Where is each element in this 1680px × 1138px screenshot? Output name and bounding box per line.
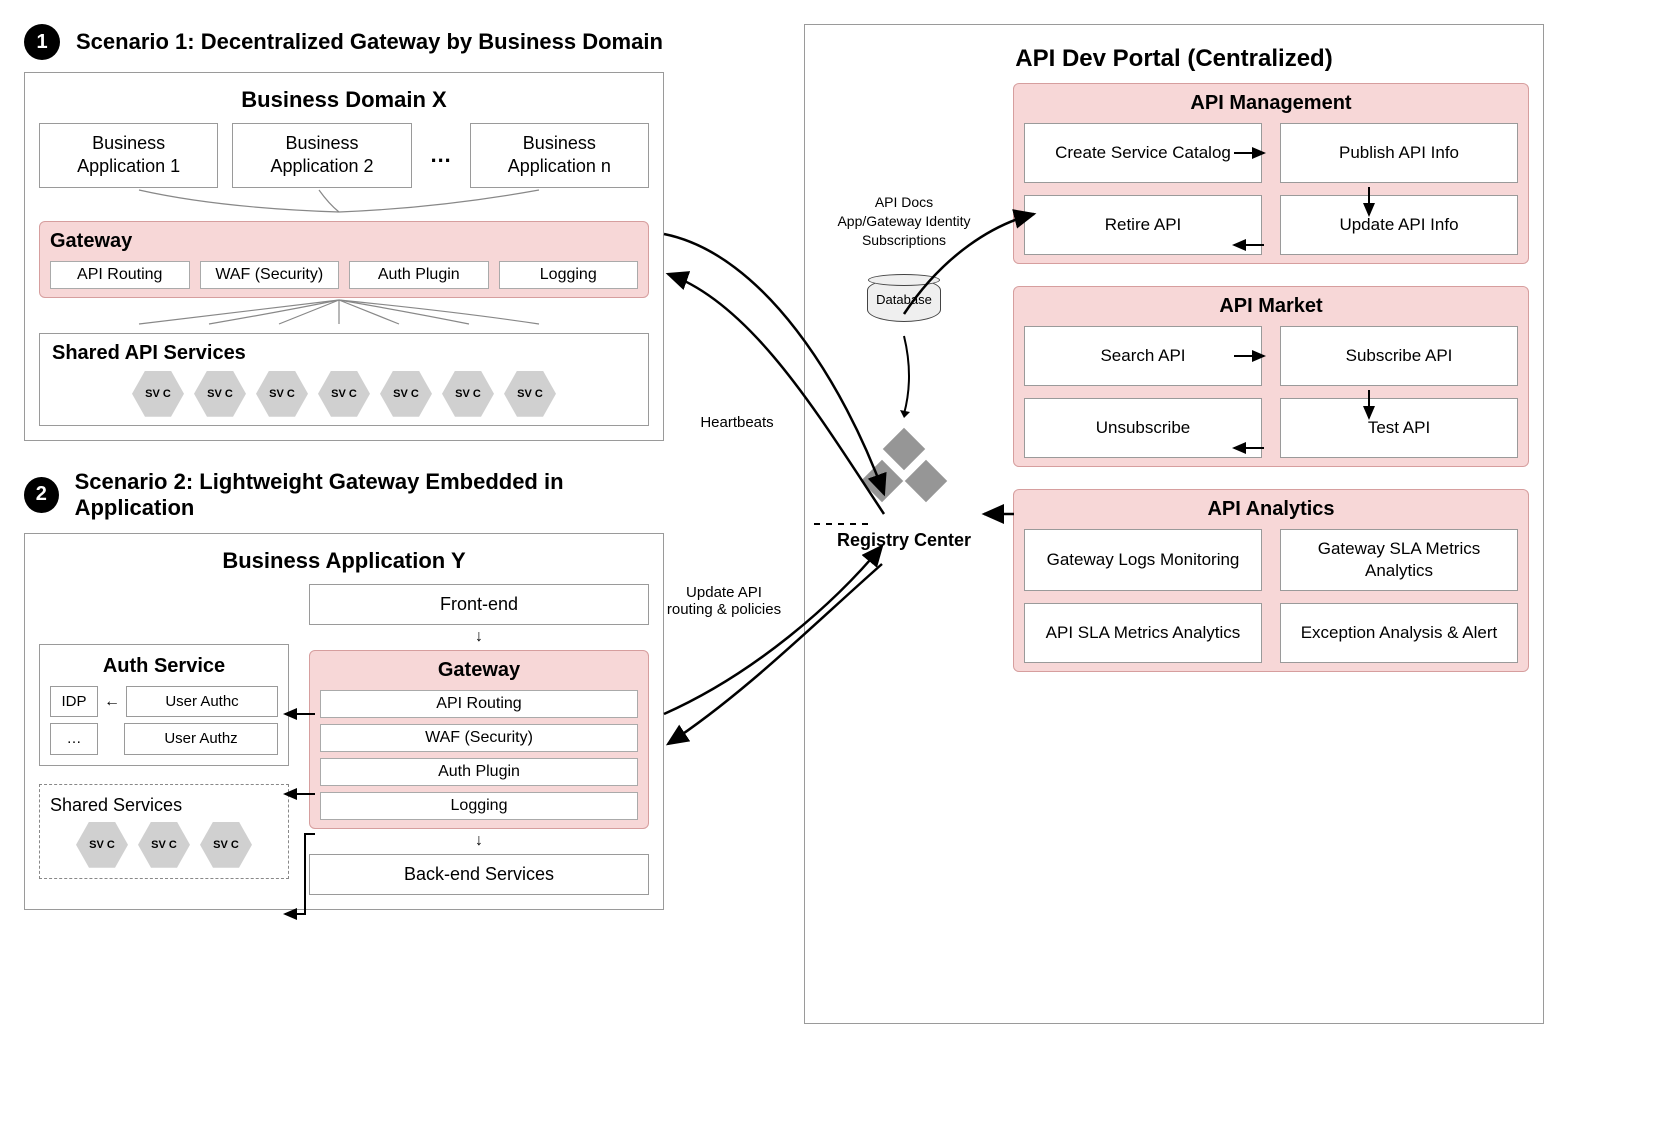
gw-waf: WAF (Security): [200, 261, 340, 289]
app-1-box: Business Application 1: [39, 123, 218, 188]
shared-api-title: Shared API Services: [52, 342, 636, 365]
svc-hex: SV C: [200, 822, 252, 868]
backend-box: Back-end Services: [309, 854, 649, 895]
app-2-box: Business Application 2: [232, 123, 411, 188]
shared-services-panel: Shared Services SV C SV C SV C: [39, 784, 289, 879]
svc-hex: SV C: [76, 822, 128, 868]
scenario1-header: 1 Scenario 1: Decentralized Gateway by B…: [24, 24, 664, 60]
api-management-panel: API Management Create Service Catalog Pu…: [1013, 83, 1529, 264]
update-api-label: Update API routing & policies: [664, 584, 784, 618]
diagram-root: 1 Scenario 1: Decentralized Gateway by B…: [24, 24, 1656, 1024]
registry-center-icon: [859, 432, 949, 512]
database-icon: Database: [867, 278, 941, 322]
analytics-exc: Exception Analysis & Alert: [1280, 603, 1518, 663]
gateway-items-row: API Routing WAF (Security) Auth Plugin L…: [50, 261, 638, 289]
shared-api-services-box: Shared API Services SV C SV C SV C SV C …: [39, 333, 649, 426]
gw-auth-plugin: Auth Plugin: [349, 261, 489, 289]
scenario2-title: Scenario 2: Lightweight Gateway Embedded…: [75, 469, 664, 521]
mgmt-update: Update API Info: [1280, 195, 1518, 255]
business-domain-x-box: Business Domain X Business Application 1…: [24, 72, 664, 441]
svc-hex: SV C: [194, 371, 246, 417]
mgmt-publish: Publish API Info: [1280, 123, 1518, 183]
app-y-stack: Front-end ↓ Gateway API Routing WAF (Sec…: [309, 584, 649, 895]
gw2-api-routing: API Routing: [320, 690, 638, 718]
svc-hex: SV C: [256, 371, 308, 417]
db-caption: API Docs App/Gateway Identity Subscripti…: [837, 193, 970, 250]
idp-box: IDP: [50, 686, 98, 718]
mgmt-create: Create Service Catalog: [1024, 123, 1262, 183]
api-analytics-title: API Analytics: [1024, 498, 1518, 521]
api-market-title: API Market: [1024, 295, 1518, 318]
auth-service-panel: Auth Service IDP ← User Authc … User Aut…: [39, 644, 289, 766]
scenario1-title: Scenario 1: Decentralized Gateway by Bus…: [76, 29, 663, 55]
app-n-box: Business Application n: [470, 123, 649, 188]
gateway-panel-s2: Gateway API Routing WAF (Security) Auth …: [309, 650, 649, 829]
user-authz-box: User Authz: [124, 723, 278, 755]
svc-hex: SV C: [380, 371, 432, 417]
gw2-logging: Logging: [320, 792, 638, 820]
market-subscribe: Subscribe API: [1280, 326, 1518, 386]
market-unsub: Unsubscribe: [1024, 398, 1262, 458]
market-test: Test API: [1280, 398, 1518, 458]
frontend-box: Front-end: [309, 584, 649, 625]
portal-title: API Dev Portal (Centralized): [819, 45, 1529, 73]
database-label: Database: [876, 292, 932, 307]
shared-services-title: Shared Services: [50, 795, 278, 816]
registry-center-label: Registry Center: [837, 530, 971, 551]
svc-hex-row-s1: SV C SV C SV C SV C SV C SV C SV C: [52, 371, 636, 417]
svc-hex: SV C: [504, 371, 556, 417]
gateway-fanout-icon: [39, 298, 639, 328]
gateway-panel-s1: Gateway API Routing WAF (Security) Auth …: [39, 221, 649, 298]
auth-dots-box: …: [50, 723, 98, 755]
scenario2-number-badge: 2: [24, 477, 59, 513]
gw-logging: Logging: [499, 261, 639, 289]
svc-hex-row-s2: SV C SV C SV C: [50, 822, 278, 868]
scenario2-header: 2 Scenario 2: Lightweight Gateway Embedd…: [24, 469, 664, 521]
gw2-auth-plugin: Auth Plugin: [320, 758, 638, 786]
gateway-title-s1: Gateway: [50, 230, 638, 253]
apps-row: Business Application 1 Business Applicat…: [39, 123, 649, 188]
scenario1-number-badge: 1: [24, 24, 60, 60]
apps-fanin-icon: [39, 188, 639, 216]
svc-hex: SV C: [442, 371, 494, 417]
heartbeats-label: Heartbeats: [692, 414, 782, 431]
svc-hex: SV C: [138, 822, 190, 868]
analytics-logs: Gateway Logs Monitoring: [1024, 529, 1262, 591]
apps-ellipsis: …: [426, 142, 456, 168]
market-search: Search API: [1024, 326, 1262, 386]
api-analytics-panel: API Analytics Gateway Logs Monitoring Ga…: [1013, 489, 1529, 672]
business-app-y-box: Business Application Y Auth Service IDP …: [24, 533, 664, 910]
app-y-title: Business Application Y: [39, 548, 649, 574]
api-dev-portal-box: API Dev Portal (Centralized) API Docs Ap…: [804, 24, 1544, 1024]
gw-api-routing: API Routing: [50, 261, 190, 289]
left-column: 1 Scenario 1: Decentralized Gateway by B…: [24, 24, 664, 910]
user-authc-box: User Authc: [126, 686, 278, 718]
right-column: API Dev Portal (Centralized) API Docs Ap…: [804, 24, 1544, 1024]
analytics-sla: Gateway SLA Metrics Analytics: [1280, 529, 1518, 591]
domain-x-title: Business Domain X: [39, 87, 649, 113]
svc-hex: SV C: [132, 371, 184, 417]
api-mgmt-title: API Management: [1024, 92, 1518, 115]
gateway-title-s2: Gateway: [320, 659, 638, 682]
auth-service-title: Auth Service: [50, 655, 278, 678]
gw2-waf: WAF (Security): [320, 724, 638, 752]
mgmt-retire: Retire API: [1024, 195, 1262, 255]
db-to-registry-arrow-icon: [884, 332, 924, 422]
api-market-panel: API Market Search API Subscribe API Unsu…: [1013, 286, 1529, 467]
svc-hex: SV C: [318, 371, 370, 417]
analytics-apisla: API SLA Metrics Analytics: [1024, 603, 1262, 663]
